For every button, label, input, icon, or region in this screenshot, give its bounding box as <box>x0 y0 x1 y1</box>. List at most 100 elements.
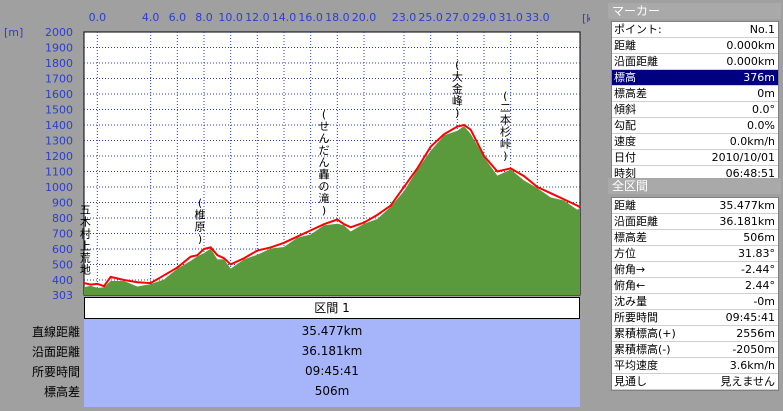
y-tick-label: 1600 <box>45 88 73 101</box>
x-tick-label: 31.0 <box>498 11 523 24</box>
x-tick-label: 29.0 <box>472 11 497 24</box>
section-value-duration: 09:45:41 <box>305 364 359 378</box>
x-tick-label: 10.0 <box>218 11 243 24</box>
total-key: 距離 <box>614 199 636 212</box>
marker-value: 0.000km <box>726 55 775 68</box>
total-key: 俯角→ <box>614 263 646 276</box>
marker-value: 0.0° <box>752 103 775 116</box>
total-row[interactable]: 見通し 見えません <box>612 374 778 390</box>
x-tick-label: 6.0 <box>169 11 187 24</box>
x-tick-label: 16.0 <box>298 11 323 24</box>
x-tick-label: 23.0 <box>392 11 417 24</box>
marker-row[interactable]: 速度 0.0km/h <box>612 134 778 150</box>
x-tick-label: 4.0 <box>142 11 160 24</box>
section-panel: 区間 1 35.477km 36.181km 09:45:41 506m <box>84 297 580 409</box>
y-tick-label: 500 <box>52 258 73 271</box>
total-row[interactable]: 方位 31.83° <box>612 246 778 262</box>
route-line <box>83 123 581 288</box>
total-value: 31.83° <box>738 247 775 260</box>
x-tick-label: 27.0 <box>445 11 470 24</box>
y-tick-label: 303 <box>52 289 73 300</box>
marker-value: No.1 <box>749 23 775 36</box>
marker-key: ポイント: <box>614 23 662 36</box>
total-row[interactable]: 累積標高(+) 2556m <box>612 326 778 342</box>
marker-row[interactable]: 沿面距離 0.000km <box>612 54 778 70</box>
total-key: 標高差 <box>614 231 647 244</box>
total-row[interactable]: 標高差 506m <box>612 230 778 246</box>
y-tick-label: 1400 <box>45 119 73 132</box>
annotation-label: (大金峰) <box>452 59 463 120</box>
y-tick-label: 600 <box>52 243 73 256</box>
y-tick-label: 800 <box>52 212 73 225</box>
total-header: 全区間 <box>608 178 781 194</box>
annotation-label: (椎原) <box>195 197 206 246</box>
total-key: 所要時間 <box>614 311 658 324</box>
section-label-straight-distance: 直線距離 <box>31 325 80 339</box>
total-value: 2556m <box>736 327 775 340</box>
total-key: 沿面距離 <box>614 215 658 228</box>
x-tick-label: 33.0 <box>525 11 550 24</box>
section-title[interactable]: 区間 1 <box>84 297 580 319</box>
y-tick-label: 1000 <box>45 181 73 194</box>
marker-key: 傾斜 <box>614 103 636 116</box>
total-key: 方位 <box>614 247 636 260</box>
total-value: 506m <box>743 231 775 244</box>
elevation-chart[interactable]: [m] [km] 0.0 4.0 6.0 8.0 10.012.014.016.018.… <box>0 0 590 300</box>
marker-key: 標高差 <box>614 87 647 100</box>
total-key: 累積標高(+) <box>614 327 676 340</box>
marker-value: 2010/10/01 <box>711 151 775 164</box>
marker-key: 勾配 <box>614 119 636 132</box>
x-tick-label: 18.0 <box>325 11 350 24</box>
total-row[interactable]: 沈み量 -0m <box>612 294 778 310</box>
total-value: -0m <box>753 295 775 308</box>
section-label-duration: 所要時間 <box>31 365 80 379</box>
total-row[interactable]: 所要時間 09:45:41 <box>612 310 778 326</box>
y-tick-label: 2000 <box>45 26 73 39</box>
total-row[interactable]: 距離 35.477km <box>612 198 778 214</box>
marker-row[interactable]: 傾斜 0.0° <box>612 102 778 118</box>
marker-key: 標高 <box>614 71 636 84</box>
x-unit-label: [km] <box>582 12 590 25</box>
x-tick-label: 14.0 <box>272 11 297 24</box>
marker-row[interactable]: 距離 0.000km <box>612 38 778 54</box>
total-table[interactable]: 距離 35.477km 沿面距離 36.181km 標高差 506m 方位 31.83° 俯角→… <box>611 197 779 391</box>
marker-key: 速度 <box>614 135 636 148</box>
marker-row[interactable]: 日付 2010/10/01 <box>612 150 778 166</box>
y-tick-label: 400 <box>52 274 73 287</box>
marker-key: 時刻 <box>614 167 636 180</box>
total-row[interactable]: 俯角→ -2.44° <box>612 262 778 278</box>
total-row[interactable]: 俯角← 2.44° <box>612 278 778 294</box>
marker-row[interactable]: 標高 376m <box>612 70 778 86</box>
x-tick-label: 20.0 <box>352 11 377 24</box>
marker-key: 距離 <box>614 39 636 52</box>
marker-table[interactable]: ポイント: No.1 距離 0.000km 沿面距離 0.000km 標高 376m 標高差 0m… <box>611 21 779 183</box>
total-row[interactable]: 沿面距離 36.181km <box>612 214 778 230</box>
total-value: 見えません <box>720 375 775 388</box>
annotation-label: (二本杉峠) <box>500 90 511 163</box>
annotation-label: (せんだん轟の滝) <box>319 108 330 217</box>
x-tick-label: 25.0 <box>418 11 443 24</box>
total-value: 35.477km <box>719 199 775 212</box>
marker-row[interactable]: 勾配 0.0% <box>612 118 778 134</box>
section-label-elevation-diff: 標高差 <box>43 385 80 399</box>
total-key: 見通し <box>614 375 647 388</box>
marker-value: 0.0km/h <box>729 135 775 148</box>
terrain-area <box>84 126 580 295</box>
section-label-surface-distance: 沿面距離 <box>31 345 80 359</box>
y-tick-label: 1200 <box>45 150 73 163</box>
y-tick-label: 1100 <box>45 165 73 178</box>
total-value: 09:45:41 <box>725 311 775 324</box>
x-tick-label: 8.0 <box>195 11 213 24</box>
y-tick-label: 700 <box>52 227 73 240</box>
total-key: 平均速度 <box>614 359 658 372</box>
total-row[interactable]: 平均速度 3.6km/h <box>612 358 778 374</box>
section-value-surface-distance: 36.181km <box>301 344 363 358</box>
annotation-label: 五木村上荒地 <box>80 203 91 276</box>
total-value: -2050m <box>732 343 775 356</box>
total-row[interactable]: 累積標高(-) -2050m <box>612 342 778 358</box>
total-value: 3.6km/h <box>729 359 775 372</box>
marker-row[interactable]: 標高差 0m <box>612 86 778 102</box>
marker-value: 0m <box>757 87 775 100</box>
marker-row[interactable]: ポイント: No.1 <box>612 22 778 38</box>
marker-header: マーカー <box>608 3 781 19</box>
